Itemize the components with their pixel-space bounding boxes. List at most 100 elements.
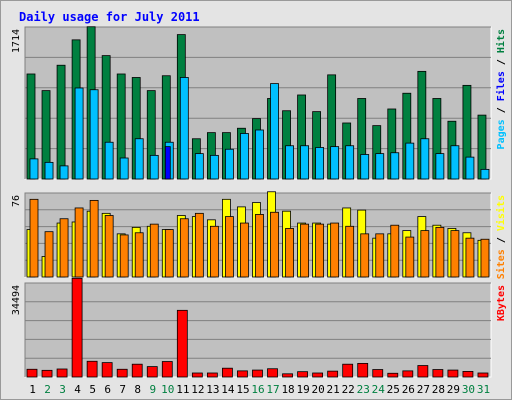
bar-pages	[164, 146, 171, 180]
bar-kbytes	[267, 368, 278, 378]
bar-sites	[435, 226, 445, 278]
bar-hits	[56, 64, 66, 180]
bar-sites	[194, 212, 204, 278]
bar-sites	[375, 233, 385, 278]
bar-kbytes	[191, 372, 203, 378]
bar-kbytes	[357, 362, 369, 378]
bar-kbytes	[131, 363, 143, 378]
bar-kbytes	[41, 369, 53, 378]
x-tick-label: 24	[372, 383, 386, 396]
x-tick-label: 30	[462, 383, 475, 396]
bar-kbytes	[462, 370, 474, 378]
bar-kbytes	[146, 366, 158, 378]
bar-files	[194, 153, 204, 180]
bar-files	[44, 161, 54, 180]
bar-files	[134, 138, 144, 180]
legend-separator: /	[496, 53, 507, 71]
bar-files	[270, 83, 279, 180]
bar-sites	[390, 224, 400, 278]
bar-files	[149, 154, 159, 180]
x-tick-label: 22	[342, 383, 355, 396]
plot-bevel	[24, 282, 491, 377]
bar-files	[89, 89, 99, 180]
bar-kbytes	[477, 372, 489, 378]
bar-sites	[29, 198, 39, 278]
bar-kbytes	[297, 371, 308, 378]
bar-files	[255, 129, 264, 180]
legend: Sites / Visits	[495, 195, 507, 279]
bar-sites	[225, 216, 234, 278]
bar-sites	[240, 222, 249, 278]
bar-kbytes	[447, 369, 459, 378]
bar-sites	[450, 230, 460, 278]
x-tick-label: 8	[134, 383, 141, 396]
panel-2: 76 Sites / Visits	[11, 191, 507, 279]
bar-sites	[345, 225, 355, 278]
bar-sites	[405, 236, 415, 278]
bar-files	[420, 138, 430, 180]
x-tick-label: 1	[29, 383, 36, 396]
bar-files	[360, 154, 370, 180]
bar-kbytes	[417, 365, 429, 378]
bar-sites	[164, 229, 174, 278]
x-tick-label: 27	[417, 383, 430, 396]
y-max-label: 34494	[11, 285, 22, 315]
x-axis-labels: 1 2 3 4 5 6 7 8 9 10 11 12 13 14 15 16 17 18 19 20 21 22 23 24 2…	[29, 383, 490, 396]
bar-files	[285, 145, 294, 180]
bar-kbytes	[116, 368, 128, 378]
bar-sites	[300, 223, 309, 278]
legend-pages: Pages	[496, 119, 507, 149]
legend: KBytes	[496, 285, 507, 321]
bar-kbytes	[237, 370, 248, 378]
bar-files	[345, 145, 355, 180]
y-max-label: 76	[11, 195, 22, 207]
bar-kbytes	[161, 361, 173, 378]
bar-kbytes	[71, 277, 83, 378]
x-tick-label: 21	[327, 383, 340, 396]
bar-kbytes	[402, 370, 414, 378]
bar-files	[29, 158, 39, 180]
bar-kbytes	[387, 372, 399, 378]
x-tick-label: 10	[161, 383, 174, 396]
bar-sites	[59, 218, 69, 278]
x-tick-label: 11	[176, 383, 189, 396]
bar-kbytes	[56, 368, 68, 378]
bar-files	[59, 165, 69, 180]
bar-files	[390, 152, 400, 180]
bar-sites	[270, 211, 279, 278]
bar-sites	[149, 223, 159, 278]
bar-files	[209, 154, 219, 180]
x-tick-label: 29	[447, 383, 460, 396]
bar-sites	[480, 238, 490, 278]
legend-separator: /	[496, 231, 507, 249]
bar-kbytes	[282, 373, 293, 378]
y-max-label: 1714	[11, 29, 22, 53]
bar-sites	[360, 233, 370, 278]
bar-sites	[179, 218, 189, 278]
legend-sites: Sites	[495, 249, 507, 279]
bar-sites	[89, 199, 99, 278]
plot-bevel	[24, 192, 491, 277]
legend-separator: /	[496, 101, 507, 119]
x-tick-label: 20	[312, 383, 325, 396]
bar-kbytes	[206, 372, 218, 378]
plot-bevel	[24, 26, 491, 179]
x-tick-label: 2	[44, 383, 51, 396]
chart-title: Daily usage for July 2011	[19, 10, 200, 24]
bar-files	[240, 133, 249, 180]
bar-sites	[74, 207, 84, 278]
x-tick-label: 26	[402, 383, 415, 396]
x-tick-label: 19	[296, 383, 309, 396]
bar-files	[405, 142, 415, 180]
bar-files	[330, 146, 340, 180]
x-tick-label: 25	[387, 383, 400, 396]
bar-sites	[44, 231, 54, 278]
bar-kbytes	[26, 368, 38, 378]
legend-kbytes: KBytes	[496, 285, 507, 321]
x-tick-label: 3	[59, 383, 66, 396]
plot-area	[24, 282, 492, 378]
chart-panels: 1714 Pages / Files / Hits 76 Sites / Visits…	[11, 26, 507, 378]
bar-files	[300, 145, 309, 180]
bar-sites	[119, 234, 129, 278]
